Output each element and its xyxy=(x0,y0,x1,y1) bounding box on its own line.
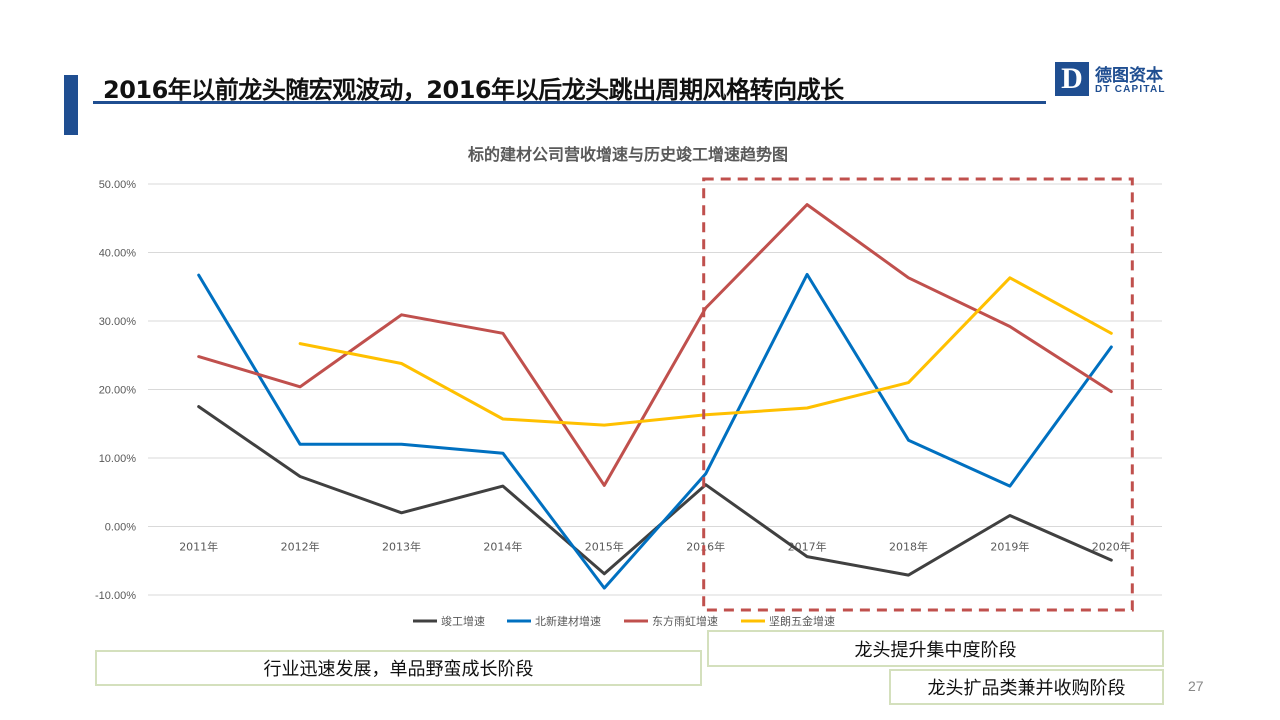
series-line xyxy=(197,203,1113,487)
y-tick-label: 10.00% xyxy=(99,453,137,465)
stage2-label: 龙头提升集中度阶段 xyxy=(854,639,1017,661)
x-tick-label: 2018年 xyxy=(889,540,928,554)
x-tick-label: 2013年 xyxy=(382,540,421,554)
y-tick-label: 20.00% xyxy=(99,385,137,397)
series-line xyxy=(197,272,1113,590)
x-tick-label: 2019年 xyxy=(990,540,1029,554)
stage1-label: 行业迅速发展，单品野蛮成长阶段 xyxy=(263,659,534,680)
title-underline xyxy=(93,101,1046,104)
legend-label: 竣工增速 xyxy=(441,614,485,628)
stage3-label: 龙头扩品类兼并收购阶段 xyxy=(927,678,1126,699)
logo-mark: D xyxy=(1055,62,1089,96)
y-tick-label: 30.00% xyxy=(99,316,137,328)
x-tick-label: 2011年 xyxy=(179,540,218,554)
x-tick-label: 2012年 xyxy=(281,540,320,554)
series-line xyxy=(197,405,1113,577)
logo-name-cn: 德图资本 xyxy=(1095,66,1163,86)
stage1-annotation: 行业迅速发展，单品野蛮成长阶段 xyxy=(95,650,702,686)
y-tick-label: -10.00% xyxy=(95,590,136,602)
series-line xyxy=(298,276,1113,427)
legend-label: 东方雨虹增速 xyxy=(652,614,718,628)
legend-label: 坚朗五金增速 xyxy=(769,614,835,628)
logo-name-en: DT CAPITAL xyxy=(1095,84,1166,95)
highlight-region xyxy=(702,177,1134,612)
stage2-annotation: 龙头提升集中度阶段 xyxy=(707,630,1164,667)
y-tick-label: 40.00% xyxy=(99,248,137,260)
title-accent-bar xyxy=(64,75,78,135)
y-tick-label: 0.00% xyxy=(105,522,136,534)
page-number: 27 xyxy=(1188,678,1204,694)
slide-title: 2016年以前龙头随宏观波动，2016年以后龙头跳出周期风格转向成长 xyxy=(103,76,844,104)
legend-label: 北新建材增速 xyxy=(535,614,601,628)
y-tick-label: 50.00% xyxy=(99,179,137,191)
x-tick-label: 2014年 xyxy=(483,540,522,554)
x-tick-label: 2015年 xyxy=(585,540,624,554)
x-tick-label: 2016年 xyxy=(686,540,725,554)
x-tick-label: 2020年 xyxy=(1092,540,1131,554)
stage3-annotation: 龙头扩品类兼并收购阶段 xyxy=(889,669,1164,705)
chart-title: 标的建材公司营收增速与历史竣工增速趋势图 xyxy=(467,145,788,164)
